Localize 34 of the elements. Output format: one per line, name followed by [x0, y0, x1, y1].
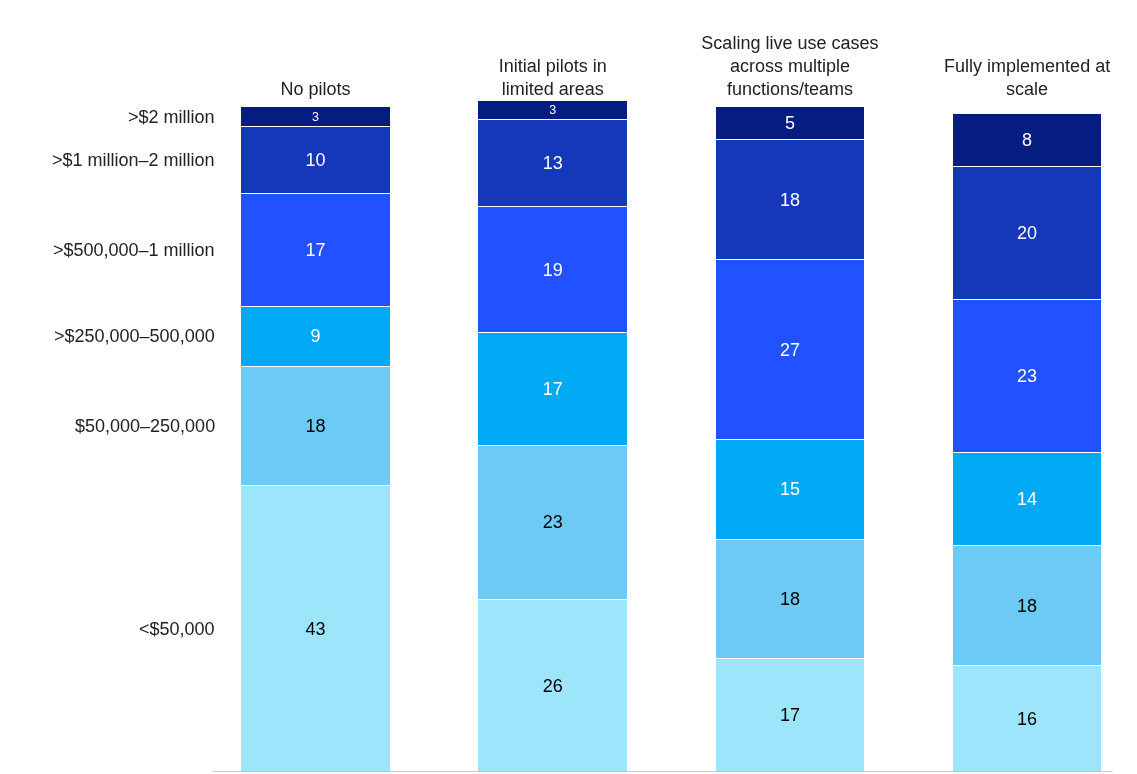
x-tick-label: Scaling live use cases across multiple functions/teams: [701, 32, 879, 100]
data-label: 43: [305, 618, 326, 639]
data-label: 18: [305, 416, 326, 437]
data-label: 16: [1017, 708, 1038, 729]
data-label: 23: [1017, 366, 1038, 387]
data-label: 20: [1017, 223, 1038, 244]
data-label: 3: [549, 103, 557, 118]
data-label: 27: [779, 339, 800, 360]
data-label: 13: [542, 153, 563, 174]
data-label: 8: [1022, 129, 1033, 150]
data-label: 17: [305, 239, 326, 260]
x-tick-label: Fully implemented at scale: [944, 56, 1111, 100]
data-label: 14: [1017, 489, 1038, 510]
data-label: 26: [542, 675, 563, 696]
data-label: 18: [779, 189, 800, 210]
series-label: $50,000–250,000: [75, 416, 216, 436]
data-label: 18: [1017, 595, 1038, 616]
series-label: >$1 million–2 million: [52, 150, 215, 170]
data-label: 15: [779, 479, 800, 500]
data-label: 18: [779, 589, 800, 610]
data-label: 9: [310, 326, 321, 347]
data-label: 10: [305, 149, 326, 170]
data-label: 19: [542, 259, 563, 280]
series-label: >$2 million: [128, 107, 215, 127]
x-tick-label: No pilots: [280, 79, 351, 100]
x-tick-label: Initial pilots in limited areas: [498, 56, 607, 100]
data-label: 3: [312, 109, 319, 124]
data-label: 17: [779, 705, 800, 726]
series-label: >$250,000–500,000: [54, 326, 215, 346]
data-label: 5: [784, 113, 795, 134]
data-label: 17: [542, 379, 563, 400]
series-label: >$500,000–1 million: [53, 240, 215, 260]
series-label: <$50,000: [139, 619, 215, 639]
data-label: 23: [542, 512, 563, 533]
